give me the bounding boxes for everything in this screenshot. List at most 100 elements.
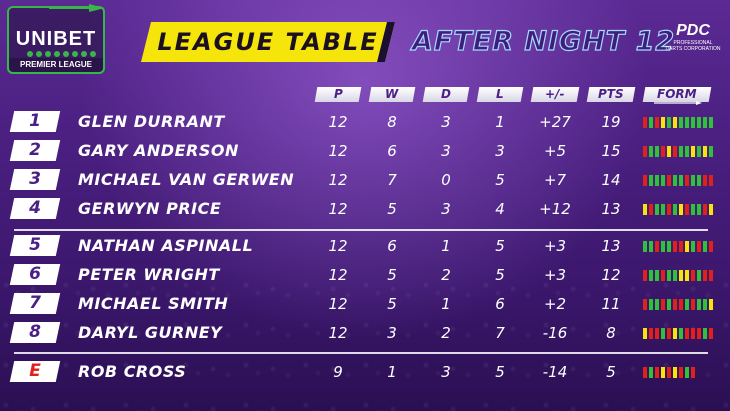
column-header-form: FORM	[642, 87, 712, 102]
form-win-mark	[655, 175, 659, 186]
column-header-points: PTS	[586, 87, 636, 102]
form-win-mark	[649, 270, 653, 281]
cell-drawn: 1	[441, 237, 451, 255]
elimination-divider	[14, 352, 708, 354]
column-header-won: W	[368, 87, 416, 102]
form-win-mark	[673, 270, 677, 281]
form-win-mark	[649, 117, 653, 128]
form-loss-mark	[649, 204, 653, 215]
cell-won: 3	[387, 324, 397, 342]
form-draw-mark	[673, 328, 677, 339]
player-name: GERWYN PRICE	[78, 199, 222, 218]
form-win-mark	[655, 204, 659, 215]
form-win-mark	[691, 241, 695, 252]
form-win-mark	[673, 204, 677, 215]
form-draw-mark	[709, 204, 713, 215]
cell-won: 6	[387, 142, 397, 160]
form-win-mark	[703, 241, 707, 252]
form-loss-mark	[673, 241, 677, 252]
form-win-mark	[661, 204, 665, 215]
form-draw-mark	[703, 146, 707, 157]
pdc-sub-line1: PROFESSIONAL	[673, 40, 713, 46]
column-header-played: P	[314, 87, 362, 102]
cell-lost: 5	[495, 266, 505, 284]
form-loss-mark	[685, 328, 689, 339]
form-win-mark	[649, 175, 653, 186]
form-loss-mark	[691, 367, 695, 378]
cell-goal-diff: -14	[542, 363, 568, 381]
form-win-mark	[643, 241, 647, 252]
form-loss-mark	[649, 328, 653, 339]
pdc-word: PDC	[676, 22, 710, 39]
cell-lost: 5	[495, 171, 505, 189]
cell-played: 9	[333, 363, 343, 381]
form-draw-mark	[685, 241, 689, 252]
form-win-mark	[697, 204, 701, 215]
form-loss-mark	[643, 117, 647, 128]
cell-drawn: 3	[441, 142, 451, 160]
form-win-mark	[703, 328, 707, 339]
cell-goal-diff: +12	[539, 200, 571, 218]
form-win-mark	[649, 367, 653, 378]
cell-lost: 7	[495, 324, 505, 342]
form-loss-mark	[709, 270, 713, 281]
table-row: 2 GARY ANDERSON 12 6 3 3 +5 15	[0, 139, 730, 163]
form-loss-mark	[697, 328, 701, 339]
cell-drawn: 1	[441, 295, 451, 313]
dart-icon	[49, 4, 105, 12]
form-loss-mark	[661, 270, 665, 281]
form-loss-mark	[655, 117, 659, 128]
player-name: ROB CROSS	[78, 362, 187, 381]
rank-number: 2	[29, 140, 41, 160]
form-draw-mark	[679, 204, 683, 215]
form-draw-mark	[661, 117, 665, 128]
cell-played: 12	[328, 324, 348, 342]
player-name: GARY ANDERSON	[78, 141, 239, 160]
form-win-mark	[655, 270, 659, 281]
form-win-mark	[655, 146, 659, 157]
form-draw-mark	[679, 270, 683, 281]
arena-background	[0, 261, 730, 411]
table-row: 3 MICHAEL VAN GERWEN 12 7 0 5 +7 14	[0, 168, 730, 192]
form-draw-mark	[673, 117, 677, 128]
cell-won: 5	[387, 200, 397, 218]
rank-number: E	[29, 361, 41, 381]
form-win-mark	[697, 299, 701, 310]
cell-points: 11	[601, 295, 621, 313]
cell-points: 15	[601, 142, 621, 160]
cell-drawn: 2	[441, 324, 451, 342]
form-loss-mark	[673, 299, 677, 310]
form-loss-mark	[643, 367, 647, 378]
player-name: MICHAEL VAN GERWEN	[78, 170, 295, 189]
form-win-mark	[661, 328, 665, 339]
form-draw-mark	[643, 328, 647, 339]
cell-played: 12	[328, 113, 348, 131]
cell-points: 19	[601, 113, 621, 131]
form-guide	[643, 204, 713, 215]
form-win-mark	[679, 117, 683, 128]
form-win-mark	[679, 175, 683, 186]
form-loss-mark	[679, 299, 683, 310]
form-draw-mark	[685, 270, 689, 281]
form-win-mark	[697, 146, 701, 157]
cell-goal-diff: +2	[543, 295, 567, 313]
form-win-mark	[697, 175, 701, 186]
cell-drawn: 0	[441, 171, 451, 189]
form-win-mark	[685, 367, 689, 378]
form-win-mark	[649, 146, 653, 157]
cell-won: 6	[387, 237, 397, 255]
cell-won: 1	[387, 363, 397, 381]
form-guide	[643, 367, 695, 378]
form-win-mark	[655, 299, 659, 310]
form-win-mark	[709, 117, 713, 128]
form-loss-mark	[703, 270, 707, 281]
cell-played: 12	[328, 142, 348, 160]
column-header-lost: L	[476, 87, 524, 102]
form-win-mark	[697, 270, 701, 281]
form-win-mark	[709, 146, 713, 157]
cell-played: 12	[328, 295, 348, 313]
table-row: 6 PETER WRIGHT 12 5 2 5 +3 12	[0, 263, 730, 287]
form-loss-mark	[655, 241, 659, 252]
column-header-diff: +/-	[530, 87, 580, 102]
form-loss-mark	[709, 328, 713, 339]
